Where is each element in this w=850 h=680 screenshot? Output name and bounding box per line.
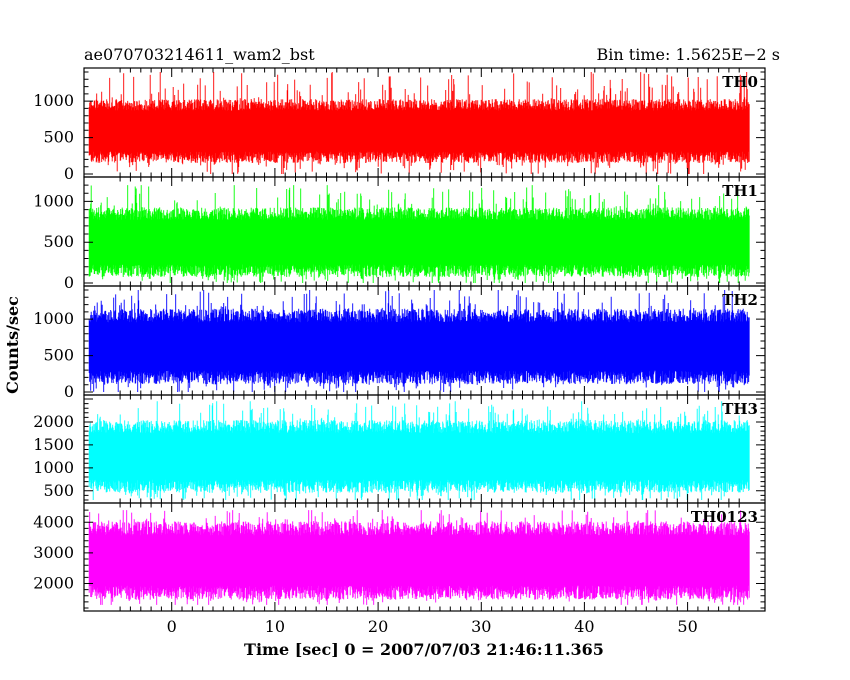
y-tick-label: 2000 <box>33 412 74 431</box>
panel-label: TH3 <box>722 400 758 418</box>
x-tick-label: 20 <box>368 617 388 636</box>
series-th3 <box>88 401 750 500</box>
y-tick-label: 1000 <box>33 458 74 477</box>
y-tick-label: 3000 <box>33 543 74 562</box>
x-tick-label: 50 <box>677 617 697 636</box>
axis-ticks <box>84 395 765 503</box>
panel-th3: 500 1000 1500 2000 TH3 <box>33 394 766 504</box>
y-tick-label: 500 <box>43 481 74 500</box>
y-tick-label: 500 <box>43 232 74 251</box>
panel-label: TH2 <box>722 291 758 309</box>
axis-ticks <box>84 503 765 611</box>
panel-label: TH0 <box>722 73 758 91</box>
chart-title-left: ae070703214611_wam2_bst <box>84 45 315 64</box>
x-tick-label: 0 <box>167 617 177 636</box>
x-tick-label: 30 <box>471 617 491 636</box>
series-th1 <box>88 185 750 283</box>
axis-ticks <box>84 177 765 286</box>
panel-th1: 0 500 1000 TH1 <box>33 176 766 292</box>
series-th2 <box>88 290 750 392</box>
panel-th2: 0 500 1000 TH2 <box>33 285 766 401</box>
y-tick-label: 500 <box>43 128 74 147</box>
panel-th0: 0 500 1000 TH0 <box>33 67 766 183</box>
panel-frame <box>83 502 766 612</box>
panels-group: 05001000TH005001000TH105001000TH25001000… <box>33 67 766 636</box>
y-tick-label: 4000 <box>33 512 74 531</box>
y-tick-label: 0 <box>64 273 74 292</box>
panel-label: TH1 <box>722 182 758 200</box>
axis-ticks <box>84 68 765 177</box>
y-axis-label: Counts/sec <box>3 296 22 394</box>
panel-label: TH0123 <box>691 508 758 526</box>
y-tick-label: 1000 <box>33 309 74 328</box>
chart-title-right: Bin time: 1.5625E−2 s <box>597 45 780 64</box>
panel-th0123: 2000 3000 4000 TH0123 <box>33 502 766 612</box>
axis-ticks <box>84 286 765 395</box>
y-tick-label: 2000 <box>33 574 74 593</box>
y-tick-label: 1500 <box>33 435 74 454</box>
y-tick-label: 0 <box>64 382 74 401</box>
x-tick-label: 10 <box>265 617 285 636</box>
y-tick-label: 500 <box>43 346 74 365</box>
y-tick-label: 1000 <box>33 191 74 210</box>
y-tick-label: 0 <box>64 164 74 183</box>
x-tick-label: 40 <box>574 617 594 636</box>
series-th0123 <box>88 510 750 605</box>
x-axis-label: Time [sec] 0 = 2007/07/03 21:46:11.365 <box>244 640 604 659</box>
y-tick-label: 1000 <box>33 91 74 110</box>
series-th0 <box>88 72 750 174</box>
